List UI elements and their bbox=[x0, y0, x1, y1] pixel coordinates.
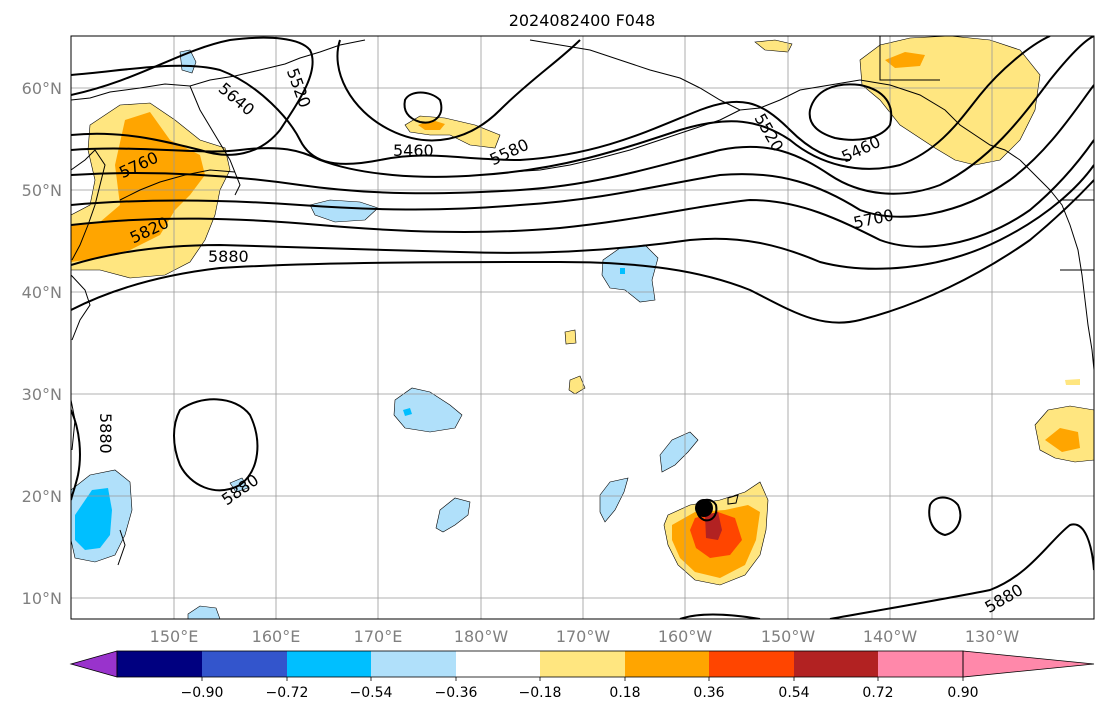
colorbar-segment bbox=[202, 651, 287, 677]
lat-label: 50°N bbox=[22, 181, 62, 200]
colorbar-tick-label: −0.18 bbox=[519, 685, 562, 701]
colorbar-segment bbox=[287, 651, 371, 677]
lat-label: 10°N bbox=[22, 589, 62, 608]
colorbar-segment bbox=[625, 651, 709, 677]
storm-center-marker bbox=[695, 499, 713, 517]
map-frame bbox=[70, 35, 1095, 620]
lon-label: 160°E bbox=[252, 627, 301, 646]
colorbar-segment bbox=[878, 651, 963, 677]
colorbar-segment bbox=[456, 651, 540, 677]
colorbar-tick-label: 0.54 bbox=[778, 685, 809, 701]
lat-label: 20°N bbox=[22, 487, 62, 506]
contour-label-5460-west: 5460 bbox=[393, 141, 434, 160]
positive-anomaly-shading bbox=[71, 36, 1094, 586]
contour-label-5880-top: 5880 bbox=[208, 247, 249, 266]
lon-label: 140°W bbox=[863, 627, 918, 646]
colorbar-tick-label: 0.36 bbox=[693, 685, 724, 701]
contour-label-5880-left: 5880 bbox=[96, 413, 115, 454]
map-area: 5520 5640 5760 5820 5880 5460 5580 5520 … bbox=[71, 36, 1094, 619]
lat-label: 60°N bbox=[22, 79, 62, 98]
colorbar-tick-label: 0.72 bbox=[862, 685, 893, 701]
colorbar: −0.90 −0.72 −0.54 −0.36 −0.18 0.18 0.36 … bbox=[69, 650, 1095, 701]
lon-label: 150°W bbox=[761, 627, 816, 646]
longitude-labels: 150°E 160°E 170°E 180°W 170°W 160°W 150°… bbox=[150, 627, 1020, 646]
colorbar-tick-labels: −0.90 −0.72 −0.54 −0.36 −0.18 0.18 0.36 … bbox=[181, 685, 979, 701]
lon-label: 130°W bbox=[965, 627, 1020, 646]
latitude-labels: 60°N 50°N 40°N 30°N 20°N 10°N bbox=[22, 79, 62, 608]
colorbar-tick-label: −0.36 bbox=[435, 685, 478, 701]
lon-label: 170°E bbox=[354, 627, 403, 646]
colorbar-segment bbox=[117, 651, 202, 677]
lon-label: 180°W bbox=[454, 627, 509, 646]
lat-label: 30°N bbox=[22, 385, 62, 404]
map-title: 2024082400 F048 bbox=[509, 11, 656, 30]
lon-label: 170°W bbox=[556, 627, 611, 646]
colorbar-right-extension bbox=[962, 650, 1095, 678]
colorbar-tick-label: 0.18 bbox=[609, 685, 640, 701]
colorbar-segment bbox=[371, 651, 456, 677]
colorbar-tick-label: 0.90 bbox=[947, 685, 978, 701]
colorbar-segment bbox=[794, 651, 878, 677]
colorbar-segment bbox=[709, 651, 794, 677]
colorbar-tick-label: −0.54 bbox=[350, 685, 393, 701]
colorbar-left-extension bbox=[69, 650, 118, 678]
colorbar-segment bbox=[540, 651, 625, 677]
colorbar-tick-label: −0.72 bbox=[266, 685, 309, 701]
coastlines bbox=[71, 36, 1094, 566]
height-contours bbox=[71, 36, 1094, 619]
lat-label: 40°N bbox=[22, 283, 62, 302]
colorbar-tick-label: −0.90 bbox=[181, 685, 224, 701]
lon-label: 160°W bbox=[658, 627, 713, 646]
lon-label: 150°E bbox=[150, 627, 199, 646]
negative-anomaly-shading bbox=[71, 49, 699, 619]
